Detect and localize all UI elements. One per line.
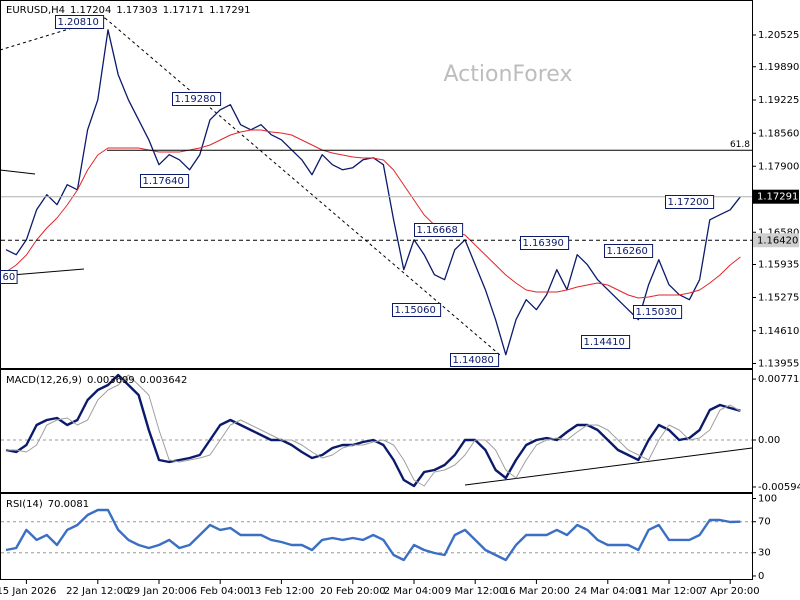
- annotation-label: 1.14080: [453, 355, 494, 366]
- x-tick-label: 9 Mar 12:00: [445, 586, 505, 597]
- x-tick-label: 24 Mar 04:00: [574, 586, 641, 597]
- content: 1.20525 1.19890 1.19225 1.18560 1.17900 1.165…: [0, 5, 800, 597]
- x-tick-label: 15 Jan 2026: [0, 586, 56, 597]
- annotation-box: [0, 270, 18, 284]
- ohlc-value: 1.17171: [163, 5, 204, 16]
- y-tick-label: 1.19890: [758, 62, 799, 73]
- fib-label: 61.8: [730, 140, 750, 150]
- indicator-name: RSI(14): [6, 499, 43, 510]
- y-tick-label: 1.18560: [758, 128, 799, 139]
- y-tick-label: 0: [758, 571, 764, 582]
- annotation-box: [392, 303, 442, 317]
- annotation-box: [633, 305, 683, 319]
- panel-title: RSI(14) 70.0081: [6, 499, 89, 510]
- last-price-box: [753, 189, 799, 204]
- annotation-box: [140, 174, 190, 188]
- indicator-value: 0.003699: [87, 375, 135, 386]
- y-tick-label: 1.15275: [758, 293, 799, 304]
- y-tick-label: 1.14610: [758, 326, 799, 337]
- y-tick-label: 70: [758, 517, 771, 528]
- annotation-box: [665, 195, 715, 209]
- y-tick-label: 1.17900: [758, 161, 799, 172]
- panel-title: EURUSD,H4 1.17204 1.17303 1.17171 1.17291: [6, 5, 250, 16]
- trend-line: [104, 17, 501, 356]
- series-line: [5, 508, 741, 562]
- annotation-box: [581, 335, 631, 349]
- y-tick-label: 1.13955: [758, 359, 799, 370]
- y-tick-label: 30: [758, 548, 771, 559]
- price-panel: [0, 0, 753, 369]
- annotation-box: [520, 236, 570, 250]
- x-tick-label: 13 Feb 12:00: [249, 586, 315, 597]
- y-tick-label: 0.007712: [758, 374, 800, 385]
- annotation-label: 1.17200: [668, 197, 709, 208]
- last-price-label: 1.17291: [757, 192, 798, 203]
- annotation-label: 60: [3, 272, 16, 283]
- ohlc-value: 1.17303: [116, 5, 157, 16]
- y-tick-label: 1.19225: [758, 95, 799, 106]
- x-tick-label: 20 Feb 20:00: [320, 586, 386, 597]
- annotation-box: [414, 223, 464, 237]
- watermark: ActionForex: [444, 62, 573, 87]
- y-tick-label: -0.005944: [758, 482, 800, 493]
- annotation-label: 1.17640: [143, 176, 184, 187]
- indicator-value: 0.003642: [140, 375, 188, 386]
- annotation-label: 1.19280: [175, 94, 216, 105]
- x-tick-label: 31 Mar 12:00: [636, 586, 703, 597]
- macd-panel: [0, 369, 753, 493]
- annotation-box: [604, 244, 654, 258]
- ohlc-value: 1.17204: [70, 5, 111, 16]
- level-label: 1.16420: [757, 235, 798, 246]
- annotation-label: 1.16390: [523, 238, 564, 249]
- y-tick-label: 1.15935: [758, 260, 799, 271]
- annotation-box: [450, 353, 500, 367]
- indicator-name: MACD(12,26,9): [6, 375, 82, 386]
- panel-title: MACD(12,26,9) 0.003699 0.003642: [6, 375, 187, 386]
- rsi-panel: [0, 493, 753, 580]
- trend-line: [0, 169, 36, 175]
- level-box: [753, 233, 799, 248]
- annotation-box: [55, 15, 105, 29]
- symbol: EURUSD,H4: [6, 5, 65, 16]
- y-tick-label: 1.16580: [758, 227, 799, 238]
- y-tick-label: 1.20525: [758, 30, 799, 41]
- series-line: [5, 129, 741, 299]
- close-value: 1.17291: [209, 5, 250, 16]
- annotation-label: 1.15060: [395, 305, 436, 316]
- x-tick-label: 16 Mar 20:00: [503, 586, 570, 597]
- annotation-label: 1.20810: [58, 17, 99, 28]
- x-tick-label: 22 Jan 12:00: [66, 586, 129, 597]
- x-tick-label: 29 Jan 20:00: [127, 586, 190, 597]
- annotation-label: 1.15030: [636, 307, 677, 318]
- trend-line: [464, 447, 753, 486]
- annotation-label: 1.14410: [584, 337, 625, 348]
- annotation-label: 1.16668: [417, 225, 458, 236]
- annotation-label: 1.16260: [607, 246, 648, 257]
- series-line: [6, 374, 741, 487]
- y-tick-label: 0.00: [758, 435, 780, 446]
- x-tick-label: 2 Mar 04:00: [384, 586, 444, 597]
- series-line: [5, 373, 741, 488]
- annotation-box: [172, 92, 222, 106]
- y-tick-label: 100: [758, 493, 777, 504]
- x-tick-label: 6 Feb 04:00: [191, 586, 250, 597]
- indicator-value: 70.0081: [48, 499, 89, 510]
- x-tick-label: 7 Apr 20:00: [701, 586, 760, 597]
